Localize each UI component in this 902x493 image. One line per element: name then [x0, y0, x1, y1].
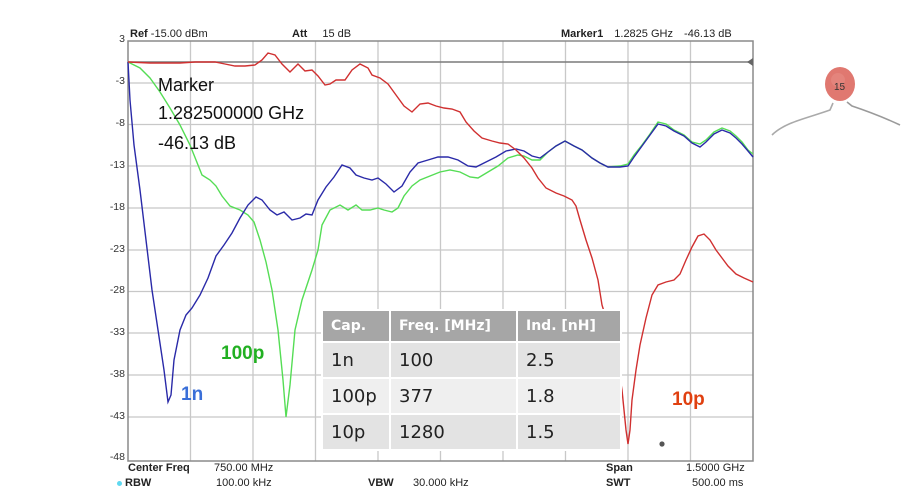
table-cell: 1280 — [391, 415, 516, 449]
table-row: 10p 1280 1.5 — [323, 415, 620, 449]
marker-readout: Marker1 1.2825 GHz -46.13 dB — [561, 28, 732, 40]
rbw-value: 100.00 kHz — [216, 477, 272, 489]
trace-1n — [127, 61, 754, 405]
table-cell: 1.5 — [518, 415, 620, 449]
trace-10p — [127, 52, 754, 445]
att-value: 15 dB — [322, 28, 352, 40]
trace-100p — [127, 61, 754, 418]
span-value: 1.5000 GHz — [686, 462, 745, 474]
att-label: Att — [292, 28, 308, 40]
y-tick: -33 — [109, 326, 125, 338]
marker-freq: 1.2825 GHz — [614, 28, 673, 40]
swt-value: 500.00 ms — [692, 477, 744, 489]
y-tick: -38 — [109, 368, 125, 380]
label-1n: 1n — [181, 384, 204, 405]
y-tick: 3 — [119, 33, 125, 45]
table-cell: 100p — [323, 379, 389, 413]
capacitor-photo-icon: 15 — [771, 67, 901, 136]
table-row: 1n 100 2.5 — [323, 343, 620, 377]
table-header-row: Cap. Freq. [MHz] Ind. [nH] — [323, 311, 620, 341]
attenuation: Att 15 dB — [292, 28, 351, 40]
resonance-table: Cap. Freq. [MHz] Ind. [nH] 1n 100 2.5 10… — [321, 309, 622, 451]
svg-text:15: 15 — [834, 82, 846, 93]
marker-box-title: Marker — [158, 75, 215, 95]
ref-value: -15.00 dBm — [150, 28, 208, 40]
swt-label: SWT — [606, 477, 631, 489]
center-freq-value: 750.00 MHz — [214, 462, 274, 474]
rbw-label-text: RBW — [125, 477, 152, 489]
y-tick: -3 — [115, 75, 125, 87]
span-label: Span — [606, 462, 633, 474]
table-cell: 1.8 — [518, 379, 620, 413]
marker-label: Marker1 — [561, 28, 604, 40]
table-cell: 10p — [323, 415, 389, 449]
y-tick: -43 — [109, 410, 125, 422]
y-tick: -13 — [109, 159, 125, 171]
table-header: Cap. — [323, 311, 389, 341]
vbw-label: VBW — [368, 477, 394, 489]
table-cell: 100 — [391, 343, 516, 377]
table-cell: 1n — [323, 343, 389, 377]
table-cell: 377 — [391, 379, 516, 413]
label-10p: 10p — [672, 389, 705, 410]
y-tick: -23 — [109, 243, 125, 255]
rbw-label: RBW — [117, 477, 151, 489]
marker-box-level: -46.13 dB — [158, 133, 237, 153]
ref-level: Ref -15.00 dBm — [130, 28, 208, 40]
marker-level: -46.13 dB — [684, 28, 732, 40]
table-header: Ind. [nH] — [518, 311, 620, 341]
grid — [128, 41, 753, 461]
center-freq-label: Center Freq — [128, 462, 190, 474]
table-row: 100p 377 1.8 — [323, 379, 620, 413]
y-tick: -48 — [109, 451, 125, 463]
vbw-value: 30.000 kHz — [413, 477, 469, 489]
ref-label: Ref — [130, 28, 148, 40]
table-header: Freq. [MHz] — [391, 311, 516, 341]
y-tick: -28 — [109, 284, 125, 296]
marker-box-freq: 1.282500000 GHz — [158, 103, 305, 123]
table-cell: 2.5 — [518, 343, 620, 377]
plot-frame — [127, 40, 754, 462]
rbw-indicator-icon — [117, 480, 122, 486]
marker-point-icon — [659, 441, 665, 447]
y-tick: -18 — [109, 201, 125, 213]
ref-marker-triangle — [747, 58, 753, 66]
label-100p: 100p — [221, 343, 265, 364]
y-tick: -8 — [115, 117, 125, 129]
